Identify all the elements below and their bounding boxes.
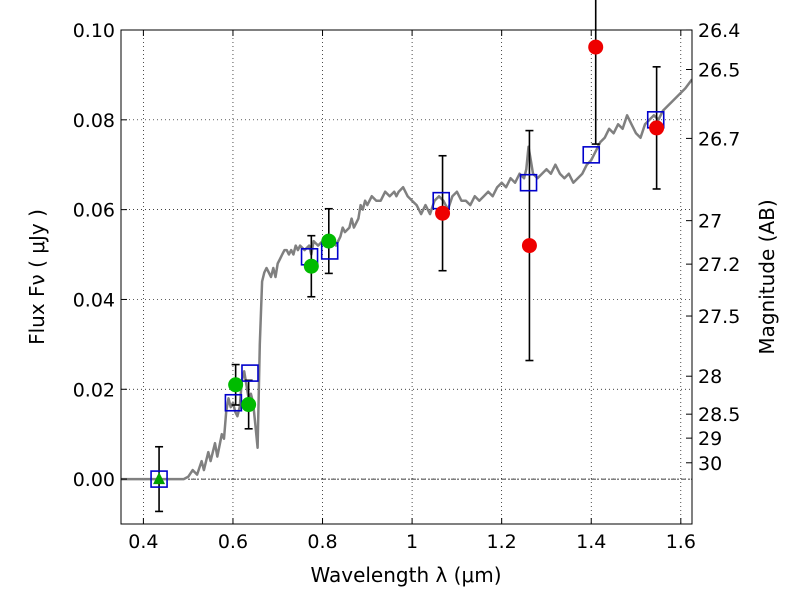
x-axis-title: Wavelength λ (μm) bbox=[310, 563, 501, 587]
right-axis-title: Magnitude (AB) bbox=[755, 199, 779, 354]
photometry-point bbox=[521, 238, 537, 254]
magnitude-tick-label: 27.5 bbox=[698, 306, 740, 328]
x-tick-label: 1 bbox=[406, 531, 418, 553]
photometry-point bbox=[435, 205, 451, 221]
x-tick-label: 1.6 bbox=[666, 531, 696, 553]
y-tick-label: 0.10 bbox=[73, 20, 115, 42]
data-series bbox=[121, 78, 692, 481]
axis-ticks: 0.4 0.6 0.8 1 1.2 1.4 1.6 0.00 0.02 0.04 0.06 0.08 0… bbox=[73, 20, 741, 553]
photometry-point bbox=[228, 377, 244, 393]
magnitude-tick-label: 29 bbox=[698, 428, 722, 450]
magnitude-tick-label: 30 bbox=[698, 453, 722, 475]
magnitude-tick-label: 28 bbox=[698, 366, 722, 388]
photometry-point bbox=[588, 39, 604, 55]
photometry-point bbox=[321, 233, 337, 249]
y-tick-label: 0.06 bbox=[73, 200, 115, 222]
magnitude-tick-label: 27 bbox=[698, 211, 722, 233]
y-tick-label: 0.04 bbox=[73, 289, 115, 311]
x-tick-label: 0.8 bbox=[307, 531, 337, 553]
magnitude-tick-label: 26.7 bbox=[698, 128, 740, 150]
upper-limit-triangle bbox=[153, 472, 166, 485]
magnitude-tick-label: 28.5 bbox=[698, 404, 740, 426]
x-tick-label: 1.4 bbox=[576, 531, 606, 553]
photometry-point bbox=[241, 397, 257, 413]
x-tick-label: 0.4 bbox=[128, 531, 158, 553]
magnitude-tick-label: 26.5 bbox=[698, 59, 740, 81]
y-tick-label: 0.00 bbox=[73, 469, 115, 491]
model-band-square bbox=[519, 173, 538, 192]
model-band-square bbox=[241, 364, 259, 382]
model-band-square bbox=[150, 470, 168, 488]
x-tick-label: 1.2 bbox=[487, 531, 517, 553]
y-axis-title: Flux Fν ( μJy ) bbox=[25, 209, 49, 345]
photometry-point bbox=[303, 258, 319, 274]
x-tick-label: 0.6 bbox=[218, 531, 248, 553]
y-tick-label: 0.08 bbox=[73, 110, 115, 132]
y-tick-label: 0.02 bbox=[73, 379, 115, 401]
model-spectrum-line bbox=[121, 78, 692, 481]
plot-frame bbox=[120, 29, 693, 525]
plot-background bbox=[121, 30, 692, 524]
magnitude-tick-label: 26.4 bbox=[698, 20, 740, 42]
data-markers bbox=[150, 0, 665, 513]
magnitude-tick-label: 27.2 bbox=[698, 254, 740, 276]
photometry-point bbox=[649, 120, 665, 136]
model-band-square bbox=[582, 146, 601, 164]
